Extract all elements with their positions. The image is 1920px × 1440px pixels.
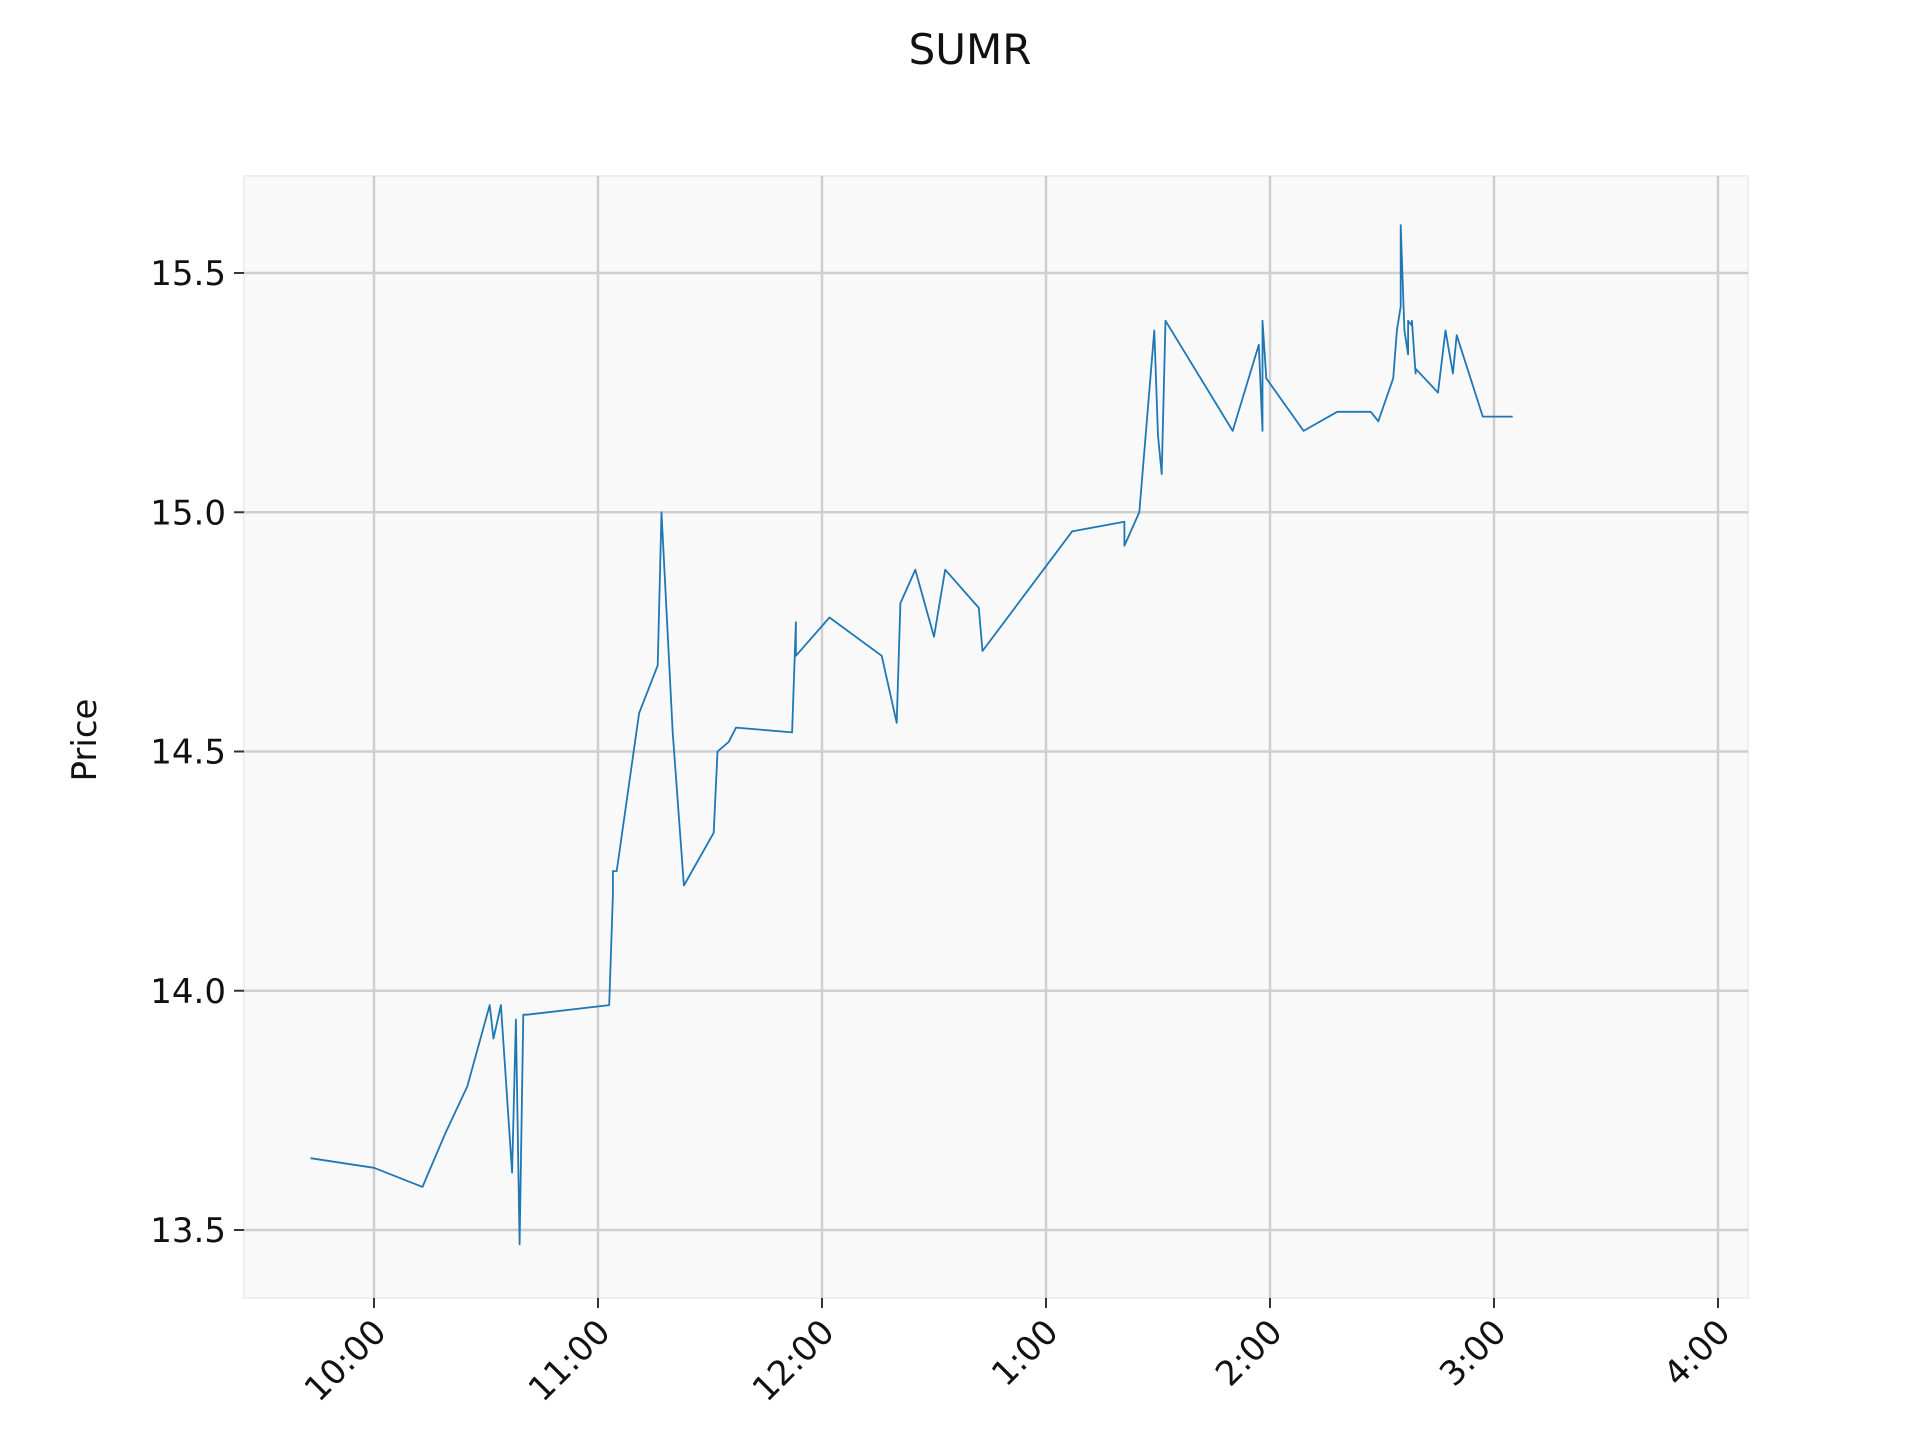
x-tick-label: 3:00 bbox=[1432, 1312, 1514, 1394]
x-tick-label: 4:00 bbox=[1656, 1312, 1738, 1394]
y-axis-label: Price bbox=[65, 699, 105, 782]
y-tick-label: 14.5 bbox=[150, 733, 226, 773]
x-tick-label: 12:00 bbox=[745, 1312, 843, 1410]
y-tick-label: 15.0 bbox=[150, 493, 226, 533]
series-line-price bbox=[310, 224, 1513, 1246]
y-tick-label: 13.5 bbox=[150, 1211, 226, 1251]
y-tick-label: 15.5 bbox=[150, 254, 226, 294]
chart-title: SUMR bbox=[909, 25, 1032, 74]
x-tick-label: 10:00 bbox=[297, 1312, 395, 1410]
x-tick-label: 1:00 bbox=[984, 1312, 1066, 1394]
x-tick-label: 11:00 bbox=[521, 1312, 619, 1410]
plot-area bbox=[243, 175, 1749, 1299]
grid-lines bbox=[244, 176, 1748, 1298]
y-tick-label: 14.0 bbox=[150, 972, 226, 1012]
x-tick-label: 2:00 bbox=[1208, 1312, 1290, 1394]
